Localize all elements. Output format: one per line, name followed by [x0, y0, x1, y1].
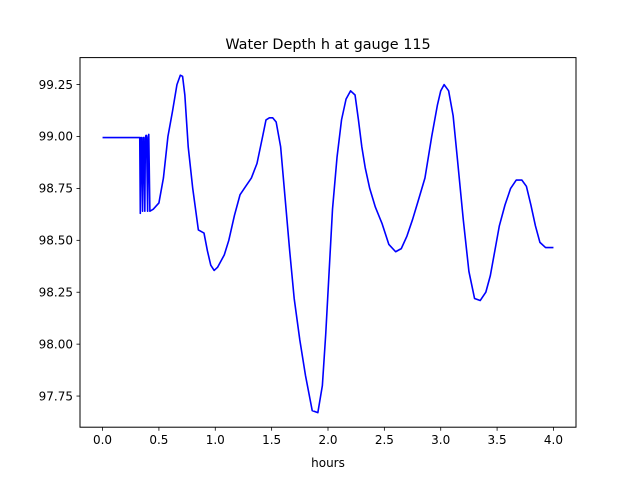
y-tick-label: 98.50	[39, 234, 73, 248]
series-layer	[102, 74, 554, 414]
y-tick-label: 98.00	[39, 337, 73, 351]
x-tick-label: 2.5	[375, 433, 394, 447]
y-tick-label: 97.75	[39, 389, 73, 403]
x-tick-label: 2.0	[318, 433, 337, 447]
x-tick-label: 0.0	[93, 433, 112, 447]
plot-background	[80, 57, 576, 428]
chart-title: Water Depth h at gauge 115	[225, 37, 430, 53]
x-axis-label: hours	[311, 456, 345, 470]
x-tick-label: 1.0	[206, 433, 225, 447]
x-tick-label: 0.5	[149, 433, 168, 447]
x-axis: 0.0 0.5 1.0 1.5 2.0 2.5 3.0 3.5 4.0	[93, 427, 563, 447]
y-axis: 97.75 98.00 98.25 98.50 98.75 99.00 99.25	[39, 78, 80, 403]
x-tick-label: 3.5	[488, 433, 507, 447]
y-tick-label: 98.25	[39, 285, 73, 299]
y-tick-label: 99.25	[39, 78, 73, 92]
y-tick-label: 98.75	[39, 182, 73, 196]
x-tick-label: 4.0	[544, 433, 563, 447]
series-line-0	[102, 74, 554, 414]
x-tick-label: 3.0	[431, 433, 450, 447]
y-tick-label: 99.00	[39, 130, 73, 144]
x-tick-label: 1.5	[262, 433, 281, 447]
